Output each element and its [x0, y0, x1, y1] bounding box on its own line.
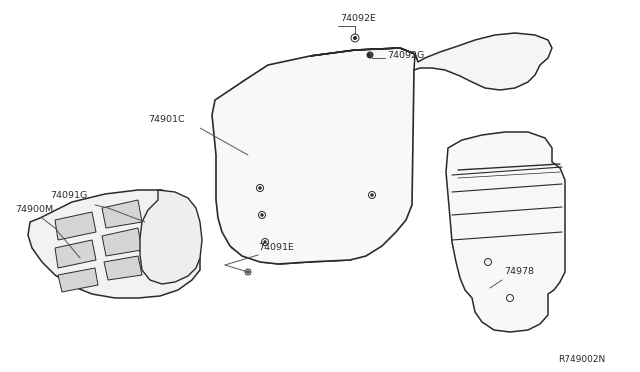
- Polygon shape: [310, 33, 552, 90]
- Polygon shape: [55, 212, 96, 240]
- Text: 74901C: 74901C: [148, 115, 184, 124]
- Polygon shape: [55, 240, 96, 268]
- Text: 74092E: 74092E: [340, 14, 376, 23]
- Polygon shape: [102, 228, 142, 256]
- Polygon shape: [216, 50, 415, 264]
- Polygon shape: [28, 190, 200, 298]
- Circle shape: [261, 214, 263, 216]
- Text: 74091G: 74091G: [50, 191, 87, 200]
- Circle shape: [264, 241, 266, 243]
- Polygon shape: [212, 48, 418, 264]
- Polygon shape: [446, 132, 565, 332]
- Text: 74900M: 74900M: [15, 205, 53, 214]
- Text: 74978: 74978: [504, 267, 534, 276]
- Circle shape: [371, 194, 373, 196]
- Circle shape: [353, 36, 356, 39]
- Polygon shape: [140, 190, 202, 284]
- Circle shape: [247, 271, 249, 273]
- Text: R749002N: R749002N: [558, 355, 605, 364]
- Circle shape: [259, 187, 261, 189]
- Polygon shape: [104, 256, 142, 280]
- Text: 74091E: 74091E: [258, 243, 294, 252]
- Polygon shape: [102, 200, 142, 228]
- Circle shape: [367, 52, 373, 58]
- Polygon shape: [58, 268, 98, 292]
- Text: 74092G: 74092G: [387, 51, 424, 60]
